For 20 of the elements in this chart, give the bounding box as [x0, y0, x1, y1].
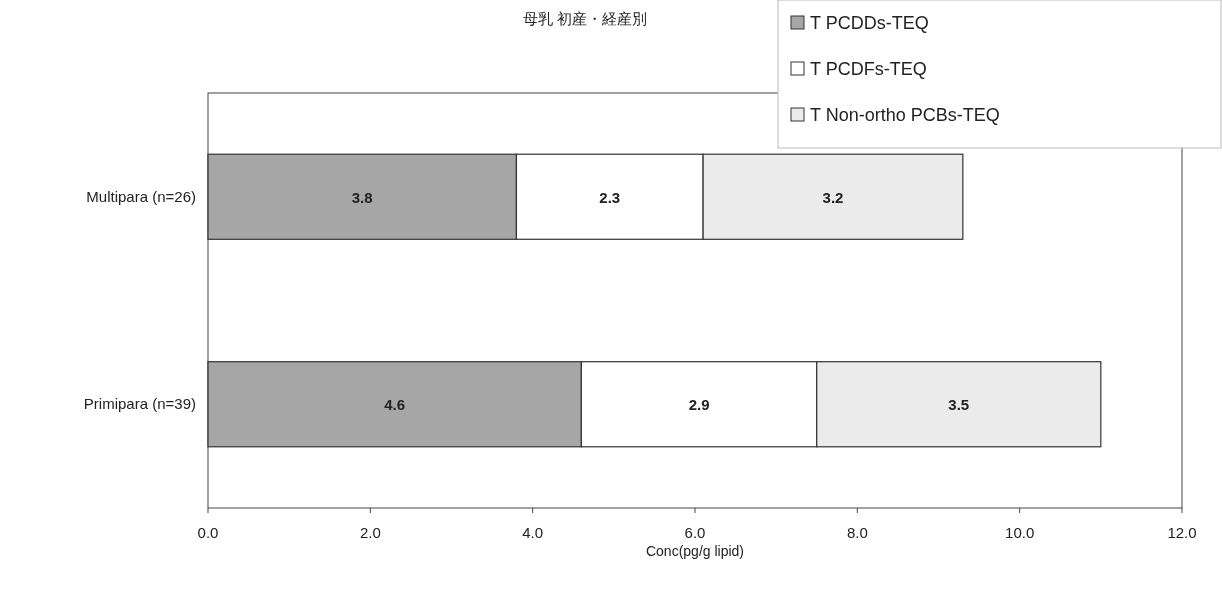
legend-label: T PCDDs-TEQ	[810, 13, 929, 33]
data-label: 3.2	[822, 188, 844, 206]
x-tick-label: 4.0	[522, 524, 544, 541]
data-label: 3.8	[351, 188, 373, 206]
x-axis-title: Conc(pg/g lipid)	[645, 543, 745, 559]
legend-label: T PCDFs-TEQ	[810, 59, 927, 79]
x-tick-label: 6.0	[684, 524, 706, 541]
x-tick-label: 10.0	[1005, 524, 1035, 541]
x-tick-label: 8.0	[846, 524, 868, 541]
data-label: 3.5	[948, 396, 970, 414]
y-tick-label: Primipara (n=39)	[83, 395, 196, 413]
data-label: 4.6	[384, 396, 406, 414]
chart-title: 母乳 初産・経産別	[522, 10, 648, 27]
x-tick-label: 0.0	[197, 524, 219, 541]
y-tick-label: Multipara (n=26)	[86, 187, 196, 205]
legend-label: T Non-ortho PCBs-TEQ	[810, 105, 1000, 125]
x-tick-label: 2.0	[359, 524, 381, 541]
x-tick-label: 12.0	[1167, 524, 1197, 541]
data-label: 2.9	[688, 396, 710, 414]
data-label: 2.3	[599, 188, 621, 206]
